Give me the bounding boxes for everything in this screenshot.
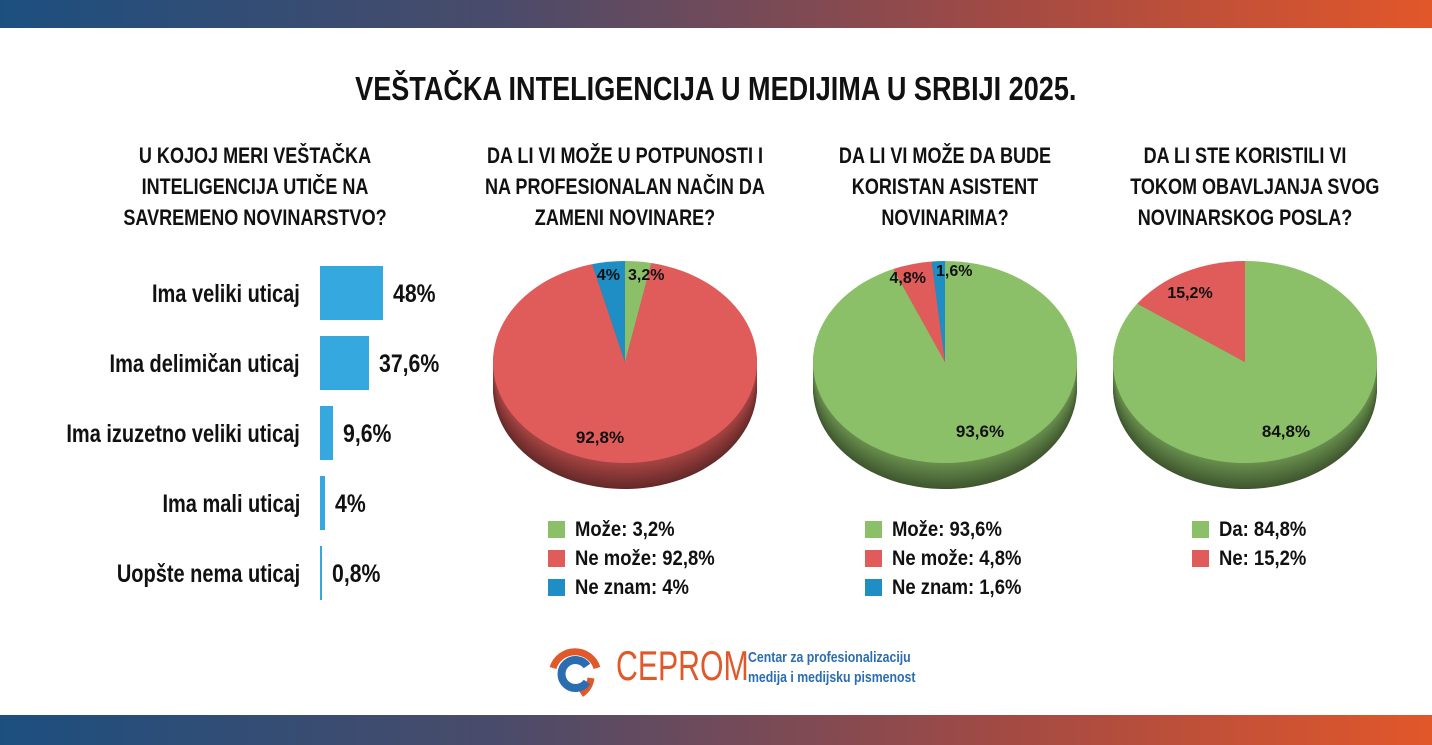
bottom-gradient-band bbox=[0, 715, 1432, 745]
bar-chart-question: U KOJOJ MERI VEŠTAČKA INTELIGENCIJA UTIČE… bbox=[70, 140, 440, 233]
pie-value-label: 4,8% bbox=[890, 270, 926, 287]
pie-value-label: 4% bbox=[597, 267, 620, 284]
pie1-legend: Može: 3,2% Ne može: 92,8% Ne znam: 4% bbox=[548, 515, 734, 602]
legend-swatch bbox=[1192, 550, 1209, 567]
bar bbox=[320, 546, 322, 600]
pie-value-label: 92,8% bbox=[576, 428, 624, 447]
pie-value-label: 93,6% bbox=[956, 422, 1004, 441]
bar-row: Uopšte nema uticaj 0,8% bbox=[0, 546, 470, 600]
bar bbox=[320, 266, 383, 320]
legend-label: Ne može: 4,8% bbox=[892, 546, 1022, 570]
bar bbox=[320, 476, 326, 530]
bar-row: Ima izuzetno veliki uticaj 9,6% bbox=[0, 406, 470, 460]
question-line: TOKOM OBAVLJANJA SVOG bbox=[1130, 174, 1380, 199]
legend-label: Ne može: 92,8% bbox=[575, 546, 715, 570]
legend-swatch bbox=[548, 521, 565, 538]
pie-chart: 84,8% 15,2% bbox=[1113, 261, 1377, 489]
pie1-question: DA LI VI MOŽE U POTPUNOSTI I NA PROFESION… bbox=[445, 140, 805, 233]
bar-value-label: 4% bbox=[335, 490, 366, 518]
pie-value-label: 1,6% bbox=[936, 263, 972, 280]
pie-chart: 3,2% 92,8% 4% bbox=[492, 261, 758, 489]
page-title: VEŠTAČKA INTELIGENCIJA U MEDIJIMA U SRBI… bbox=[0, 70, 1432, 108]
pie-slice bbox=[931, 261, 945, 362]
pie-value-label: 3,2% bbox=[628, 267, 664, 284]
question-line: NOVINARIMA? bbox=[881, 205, 1009, 230]
legend-item: Ne može: 4,8% bbox=[865, 544, 1039, 573]
top-gradient-band bbox=[0, 0, 1432, 28]
page-title-text: VEŠTAČKA INTELIGENCIJA U MEDIJIMA U SRBI… bbox=[355, 70, 1077, 107]
brand-subtitle-line: Centar za profesionalizaciju bbox=[748, 649, 911, 666]
pie-value-label: 15,2% bbox=[1167, 285, 1212, 302]
legend-swatch bbox=[1192, 521, 1209, 538]
legend-item: Ne znam: 4% bbox=[548, 573, 734, 602]
pie3-legend: Da: 84,8% Ne: 15,2% bbox=[1192, 515, 1318, 573]
question-line: ZAMENI NOVINARE? bbox=[534, 205, 716, 230]
pie-chart: 93,6% 4,8% 1,6% bbox=[812, 261, 1077, 489]
bar-category-label: Ima delimičan uticaj bbox=[109, 350, 300, 378]
pie-value-label: 84,8% bbox=[1262, 422, 1310, 441]
bar-row: Ima mali uticaj 4% bbox=[0, 476, 470, 530]
bar bbox=[320, 406, 333, 460]
brand-name: CEPROM bbox=[616, 642, 749, 689]
bar bbox=[320, 336, 370, 390]
legend-label: Da: 84,8% bbox=[1219, 517, 1307, 541]
legend-label: Može: 93,6% bbox=[892, 517, 1002, 541]
bar-row: Ima veliki uticaj 48% bbox=[0, 266, 470, 320]
question-line: SAVREMENO NOVINARSTVO? bbox=[123, 205, 387, 230]
legend-item: Da: 84,8% bbox=[1192, 515, 1318, 544]
question-line: DA LI VI MOŽE DA BUDE bbox=[838, 143, 1052, 168]
legend-swatch bbox=[548, 579, 565, 596]
question-line: DA LI VI MOŽE U POTPUNOSTI I bbox=[487, 143, 763, 168]
pie-slice bbox=[625, 261, 652, 362]
legend-label: Ne znam: 4% bbox=[575, 575, 690, 599]
pie-slice bbox=[592, 261, 625, 362]
question-line: NOVINARSKOG POSLA? bbox=[1137, 205, 1353, 230]
brand-subtitle: Centar za profesionalizaciju medija i me… bbox=[748, 648, 915, 688]
question-line: DA LI STE KORISTILI VI bbox=[1143, 143, 1347, 168]
legend-label: Može: 3,2% bbox=[575, 517, 675, 541]
legend-label: Ne znam: 1,6% bbox=[892, 575, 1022, 599]
legend-item: Ne znam: 1,6% bbox=[865, 573, 1039, 602]
bar-category-label: Uopšte nema uticaj bbox=[116, 560, 300, 588]
pie-slice bbox=[1137, 261, 1245, 362]
pie2-question: DA LI VI MOŽE DA BUDE KORISTAN ASISTENT NO… bbox=[810, 140, 1080, 233]
legend-swatch bbox=[865, 521, 882, 538]
legend-item: Ne može: 92,8% bbox=[548, 544, 734, 573]
brand-subtitle-line: medija i medijsku pismenost bbox=[748, 669, 916, 686]
question-line: U KOJOJ MERI VEŠTAČKA bbox=[138, 143, 372, 168]
pie-slice bbox=[492, 263, 757, 463]
bar-value-label: 48% bbox=[393, 280, 436, 308]
question-line: NA PROFESIONALAN NAČIN DA bbox=[485, 174, 765, 199]
bar-category-label: Ima mali uticaj bbox=[162, 490, 300, 518]
question-line: KORISTAN ASISTENT bbox=[851, 174, 1039, 199]
bar-row: Ima delimičan uticaj 37,6% bbox=[0, 336, 470, 390]
pie3-question: DA LI STE KORISTILI VI TOKOM OBAVLJANJA S… bbox=[1105, 140, 1385, 233]
legend-swatch bbox=[865, 579, 882, 596]
pie2-legend: Može: 93,6% Ne može: 4,8% Ne znam: 1,6% bbox=[865, 515, 1039, 602]
bar-value-label: 9,6% bbox=[342, 420, 392, 448]
bar-category-label: Ima veliki uticaj bbox=[152, 280, 300, 308]
legend-item: Ne: 15,2% bbox=[1192, 544, 1318, 573]
legend-item: Može: 3,2% bbox=[548, 515, 734, 544]
bar-value-label: 37,6% bbox=[379, 350, 440, 378]
legend-label: Ne: 15,2% bbox=[1219, 546, 1307, 570]
legend-swatch bbox=[865, 550, 882, 567]
legend-item: Može: 93,6% bbox=[865, 515, 1039, 544]
pie-slice bbox=[893, 261, 945, 362]
ceprom-logo-icon bbox=[549, 648, 601, 697]
bar-category-label: Ima izuzetno veliki uticaj bbox=[66, 420, 300, 448]
legend-swatch bbox=[548, 550, 565, 567]
question-line: INTELIGENCIJA UTIČE NA bbox=[141, 174, 369, 199]
bar-value-label: 0,8% bbox=[332, 560, 381, 588]
